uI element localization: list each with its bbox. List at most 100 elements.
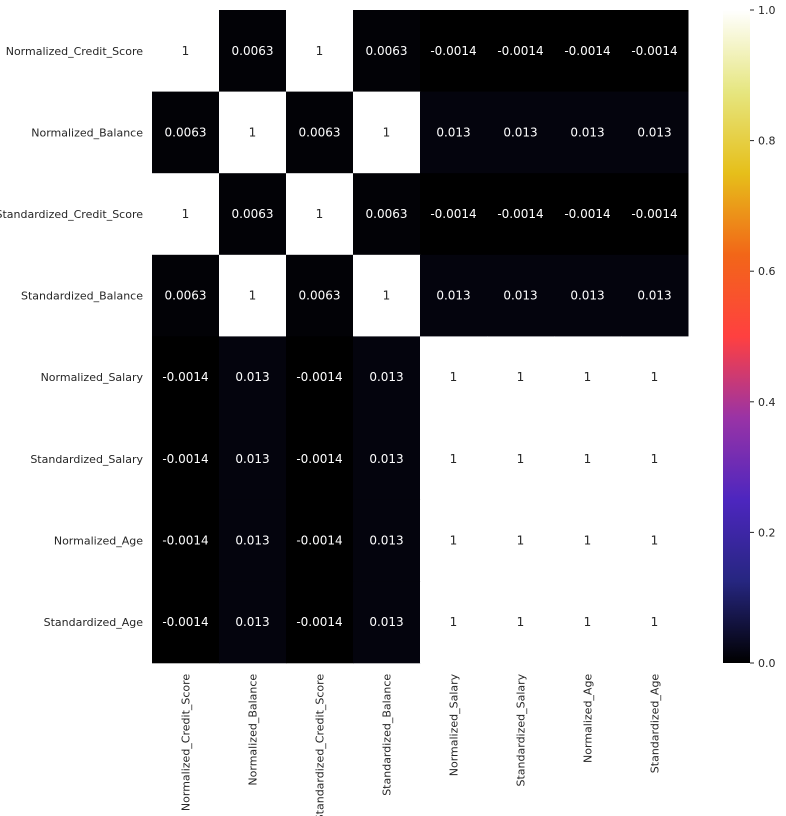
- cell-annotation: 1: [651, 615, 659, 629]
- heatmap-cell: [554, 336, 622, 419]
- heatmap-cell: [152, 10, 220, 93]
- cell-annotation: 1: [182, 207, 190, 221]
- colorbar-ticks: 0.0 0.2 0.4 0.6 0.8 1.0: [750, 4, 776, 670]
- cell-annotation: -0.0014: [296, 615, 342, 629]
- cell-annotation: 1: [182, 44, 190, 58]
- heatmap-cell: [487, 336, 555, 419]
- heatmap-cell: [420, 581, 488, 664]
- colorbar-tick-label: 0.0: [758, 657, 776, 670]
- cell-annotation: 1: [651, 452, 659, 466]
- y-tick-labels: Normalized_Credit_Score Normalized_Balanc…: [0, 45, 143, 629]
- heatmap-cell: [219, 336, 287, 419]
- cell-annotation: 0.0063: [299, 289, 341, 303]
- cell-annotation: 1: [450, 615, 458, 629]
- heatmap-cell: [353, 91, 421, 174]
- colorbar-tick-label: 1.0: [758, 4, 776, 17]
- heatmap-cell: [286, 91, 354, 174]
- heatmap-cell: [621, 10, 689, 93]
- cell-annotation: 0.0063: [299, 125, 341, 139]
- heatmap-cell: [487, 418, 555, 501]
- cell-annotation: 0.013: [503, 125, 537, 139]
- heatmap-cell: [286, 173, 354, 256]
- heatmap-cell: [286, 418, 354, 501]
- cell-annotation: -0.0014: [564, 207, 610, 221]
- y-tick-label: Standardized_Balance: [21, 290, 143, 303]
- cell-annotation: -0.0014: [631, 44, 677, 58]
- cell-annotation: -0.0014: [564, 44, 610, 58]
- heatmap-cell: [487, 173, 555, 256]
- heatmap-cell: [420, 91, 488, 174]
- cell-annotation: 1: [450, 452, 458, 466]
- heatmap-cell: [621, 336, 689, 419]
- cell-annotation: 1: [383, 125, 391, 139]
- cell-annotation: 0.013: [503, 289, 537, 303]
- cell-annotation: 0.013: [369, 370, 403, 384]
- heatmap-cell: [152, 418, 220, 501]
- heatmap-cell: [286, 336, 354, 419]
- cell-annotation: 1: [316, 44, 324, 58]
- cell-annotation: 1: [517, 452, 525, 466]
- cell-annotation: -0.0014: [497, 207, 543, 221]
- colorbar-tick-label: 0.8: [758, 135, 776, 148]
- y-tick-label: Standardized_Salary: [30, 453, 143, 466]
- colorbar-tick-label: 0.6: [758, 265, 776, 278]
- cell-annotation: 1: [383, 289, 391, 303]
- colorbar-tick-label: 0.2: [758, 526, 776, 539]
- x-tick-label: Standardized_Salary: [515, 673, 528, 786]
- cell-annotation: -0.0014: [296, 533, 342, 547]
- y-tick-label: Standardized_Credit_Score: [0, 208, 143, 221]
- heatmap-cell: [554, 499, 622, 582]
- heatmap-cell: [420, 336, 488, 419]
- cell-annotation: 1: [584, 533, 592, 547]
- cell-annotation: -0.0014: [162, 615, 208, 629]
- heatmap-cell: [152, 173, 220, 256]
- heatmap-cell: [353, 581, 421, 664]
- cell-annotation: 0.013: [436, 125, 470, 139]
- cell-annotation: 0.0063: [232, 207, 274, 221]
- colorbar: [723, 10, 750, 663]
- cell-annotation: 0.0063: [232, 44, 274, 58]
- heatmap-cell: [353, 254, 421, 337]
- heatmap-cell: [219, 10, 287, 93]
- cell-annotation: 1: [517, 370, 525, 384]
- cell-annotation: 1: [316, 207, 324, 221]
- cell-annotation: 0.013: [436, 289, 470, 303]
- heatmap-cells: [152, 10, 689, 664]
- y-tick-label: Standardized_Age: [44, 616, 144, 629]
- heatmap-cell: [152, 499, 220, 582]
- cell-annotation: 1: [651, 533, 659, 547]
- cell-annotation: 1: [450, 370, 458, 384]
- cell-annotation: 0.013: [369, 533, 403, 547]
- heatmap-cell: [152, 581, 220, 664]
- cell-annotation: 0.013: [369, 452, 403, 466]
- cell-annotation: -0.0014: [631, 207, 677, 221]
- y-tick-label: Normalized_Balance: [31, 126, 143, 139]
- cell-annotation: 1: [651, 370, 659, 384]
- x-tick-label: Normalized_Salary: [448, 673, 461, 776]
- cell-annotation: -0.0014: [430, 207, 476, 221]
- cell-annotation: 1: [584, 370, 592, 384]
- cell-annotation: -0.0014: [430, 44, 476, 58]
- heatmap-cell: [353, 418, 421, 501]
- heatmap-cell: [286, 254, 354, 337]
- cell-annotation: 1: [249, 125, 257, 139]
- heatmap-cell: [487, 91, 555, 174]
- cell-annotation: 0.013: [570, 125, 604, 139]
- cell-annotation: 0.0063: [366, 207, 408, 221]
- x-tick-label: Normalized_Credit_Score: [180, 674, 193, 812]
- cell-annotation: 0.0063: [165, 289, 207, 303]
- y-tick-label: Normalized_Age: [54, 534, 143, 547]
- heatmap-cell: [554, 173, 622, 256]
- cell-annotation: 1: [584, 615, 592, 629]
- heatmap-cell: [554, 10, 622, 93]
- x-tick-label: Standardized_Age: [649, 674, 662, 774]
- heatmap-cell: [487, 499, 555, 582]
- heatmap-cell: [554, 91, 622, 174]
- heatmap-cell: [621, 254, 689, 337]
- cell-annotation: 0.013: [235, 533, 269, 547]
- heatmap-cell: [219, 418, 287, 501]
- cell-annotation: 0.013: [235, 452, 269, 466]
- heatmap-cell: [487, 581, 555, 664]
- heatmap-cell: [286, 499, 354, 582]
